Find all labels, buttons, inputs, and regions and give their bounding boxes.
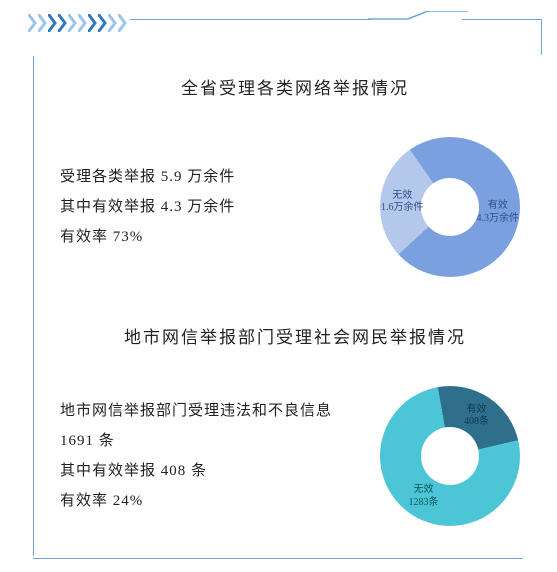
frame-left: [33, 56, 34, 556]
text-line: 有效率 73%: [60, 222, 350, 252]
text-line: 其中有效举报 408 条: [60, 456, 350, 486]
section-1-title: 全省受理各类网络举报情况: [60, 74, 530, 99]
section-1-desc: 受理各类举报 5.9 万余件 其中有效举报 4.3 万余件 有效率 73%: [60, 162, 350, 252]
section-2: 地市网信举报部门受理社会网民举报情况 地市网信举报部门受理违法和不良信息 169…: [60, 323, 530, 536]
slice-label: 有效 4.3万余件: [470, 200, 526, 225]
chart-2: 有效 408条 无效 1283条: [370, 376, 530, 536]
text-line: 其中有效举报 4.3 万余件: [60, 192, 350, 222]
frame-top: [130, 11, 542, 55]
text-line: 有效率 24%: [60, 486, 350, 516]
text-line: 受理各类举报 5.9 万余件: [60, 162, 350, 192]
section-2-desc: 地市网信举报部门受理违法和不良信息 1691 条 其中有效举报 408 条 有效…: [60, 396, 350, 516]
content: 全省受理各类网络举报情况 受理各类举报 5.9 万余件 其中有效举报 4.3 万…: [60, 74, 530, 572]
chart-1: 有效 4.3万余件 无效 1.6万余件: [370, 127, 530, 287]
chevron-strip: [28, 14, 128, 32]
slice-label: 无效 1.6万余件: [374, 190, 430, 215]
slice-label: 无效 1283条: [396, 484, 452, 509]
slice-label: 有效 408条: [448, 404, 504, 429]
section-2-title: 地市网信举报部门受理社会网民举报情况: [60, 323, 530, 348]
text-line: 地市网信举报部门受理违法和不良信息 1691 条: [60, 396, 350, 456]
section-1: 全省受理各类网络举报情况 受理各类举报 5.9 万余件 其中有效举报 4.3 万…: [60, 74, 530, 287]
